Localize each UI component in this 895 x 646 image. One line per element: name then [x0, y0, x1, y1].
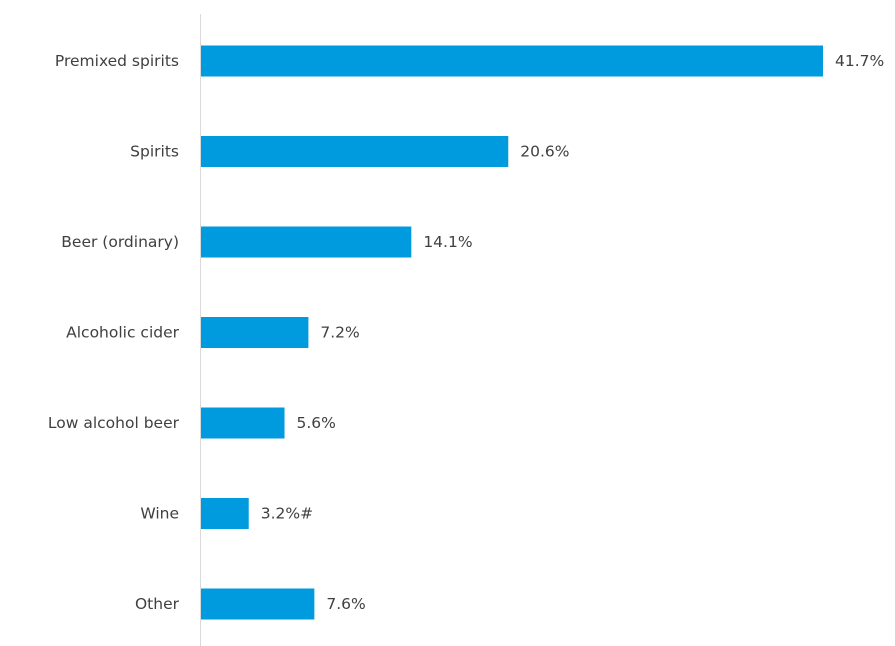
value-label: 14.1%	[423, 233, 472, 251]
value-label: 41.7%	[835, 52, 884, 70]
value-labels-group: 41.7% 20.6% 14.1% 7.2% 5.6% 3.2%# 7.6%	[261, 52, 885, 613]
value-label: 5.6%	[297, 414, 336, 432]
bar	[201, 588, 315, 620]
category-label: Premixed spirits	[55, 52, 179, 70]
bar	[201, 498, 249, 529]
bars-group	[201, 45, 823, 620]
category-label: Alcoholic cider	[66, 324, 179, 342]
value-label: 7.6%	[326, 595, 365, 613]
category-label: Wine	[140, 505, 179, 523]
category-label: Other	[135, 595, 180, 613]
bar	[201, 136, 509, 167]
value-label: 3.2%#	[261, 505, 313, 523]
value-label: 7.2%	[320, 324, 359, 342]
category-label: Beer (ordinary)	[61, 233, 179, 251]
category-label: Low alcohol beer	[48, 414, 180, 432]
bar	[201, 407, 285, 439]
category-labels-group: Premixed spirits Spirits Beer (ordinary) Al…	[48, 52, 180, 613]
value-label: 20.6%	[520, 143, 569, 161]
category-label: Spirits	[130, 143, 179, 161]
bar	[201, 226, 412, 258]
bar	[201, 317, 309, 348]
bar	[201, 45, 823, 77]
